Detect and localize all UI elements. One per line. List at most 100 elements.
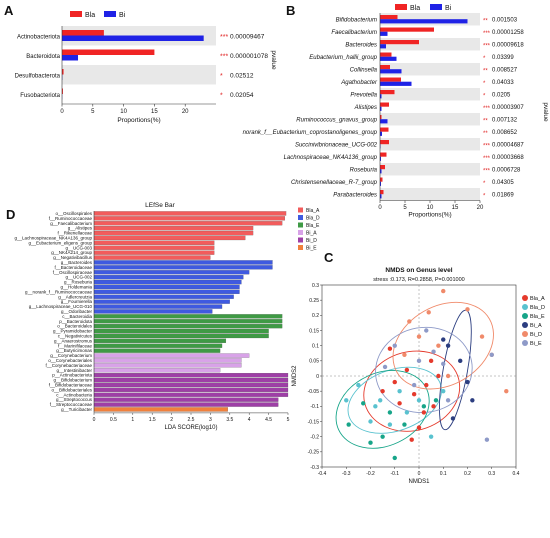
x-tick-label: 3.5 bbox=[226, 417, 233, 423]
category-label: Fusobacteriota bbox=[20, 93, 60, 99]
sample-point bbox=[446, 343, 450, 347]
legend-label-bla: Bla bbox=[410, 5, 420, 12]
pvalue-label: 0.00001258 bbox=[492, 30, 524, 36]
significance-stars: ** bbox=[483, 68, 488, 74]
panel-letter-b: B bbox=[286, 3, 295, 18]
row-band bbox=[380, 163, 480, 176]
sample-point bbox=[446, 398, 450, 402]
nmds-subtitle: stress :0.173, R=0.2858, P=0.001000 bbox=[373, 277, 464, 283]
sample-point bbox=[424, 328, 428, 332]
bar-bi bbox=[380, 82, 412, 86]
sample-point bbox=[356, 383, 360, 387]
lda-bar bbox=[94, 280, 241, 284]
x-tick-label: 0.2 bbox=[464, 471, 471, 477]
lda-bar bbox=[94, 236, 245, 240]
lda-bar bbox=[94, 388, 288, 392]
legend-swatch bbox=[298, 230, 303, 235]
x-tick-label: 15 bbox=[452, 205, 459, 211]
lda-bar bbox=[94, 231, 253, 235]
sample-point bbox=[429, 359, 433, 363]
sample-point bbox=[424, 383, 428, 387]
y-tick-label: 0.25 bbox=[309, 298, 319, 304]
x-tick-label: 20 bbox=[477, 205, 484, 211]
bar-bla bbox=[380, 165, 385, 169]
sample-point bbox=[344, 398, 348, 402]
sample-point bbox=[429, 434, 433, 438]
x-tick-label: 0.3 bbox=[488, 471, 495, 477]
lda-bar bbox=[94, 241, 214, 245]
legend-swatch-bla bbox=[70, 11, 82, 17]
sample-point bbox=[393, 380, 397, 384]
x-tick-label: 4 bbox=[248, 417, 251, 423]
legend-label: Bla_E bbox=[306, 223, 320, 229]
sample-point bbox=[373, 404, 377, 408]
lda-bar bbox=[94, 256, 210, 260]
category-label: Christensenellaceae_R-7_group bbox=[291, 180, 378, 186]
x-tick-label: 20 bbox=[182, 109, 189, 115]
lda-bar bbox=[94, 300, 230, 304]
sample-point bbox=[451, 416, 455, 420]
sample-point bbox=[361, 401, 365, 405]
lda-bar bbox=[94, 270, 249, 274]
y-tick-label: 0.05 bbox=[309, 359, 319, 365]
bar-bi bbox=[380, 32, 388, 36]
lda-bar bbox=[94, 251, 214, 255]
sample-point bbox=[397, 389, 401, 393]
sample-point bbox=[441, 389, 445, 393]
x-tick-label: 10 bbox=[120, 109, 127, 115]
row-band bbox=[380, 88, 480, 101]
nmds-title: NMDS on Genus level bbox=[385, 267, 452, 274]
sample-point bbox=[441, 337, 445, 341]
lda-bar bbox=[94, 314, 282, 318]
category-label: Actinobacteriota bbox=[17, 34, 61, 40]
pvalue-label: 0.00003668 bbox=[492, 155, 524, 161]
category-label: Bacteroidota bbox=[26, 54, 60, 60]
bar-bla bbox=[380, 15, 398, 19]
row-band bbox=[62, 65, 216, 85]
sample-point bbox=[485, 438, 489, 442]
lda-bar bbox=[94, 398, 278, 402]
legend-label: Bla_D bbox=[306, 216, 320, 222]
taxon-label: g__Turicibacter bbox=[61, 407, 92, 412]
bar-bla bbox=[380, 190, 384, 194]
sample-point bbox=[402, 353, 406, 357]
legend-label: Bi_D bbox=[530, 332, 542, 338]
pvalue-label: 0.03399 bbox=[492, 55, 514, 61]
sample-point bbox=[397, 401, 401, 405]
lda-bar bbox=[94, 363, 241, 367]
pvalue-label: 0.008527 bbox=[492, 67, 518, 73]
lda-bar bbox=[94, 383, 288, 387]
legend-swatch-bi bbox=[430, 4, 442, 10]
sample-point bbox=[422, 404, 426, 408]
legend-label: Bi_A bbox=[306, 231, 317, 237]
significance-stars: * bbox=[483, 56, 486, 62]
significance-stars: * bbox=[220, 92, 223, 99]
x-tick-label: 1.5 bbox=[149, 417, 156, 423]
sample-point bbox=[417, 398, 421, 402]
sample-point bbox=[412, 383, 416, 387]
significance-stars: * bbox=[483, 93, 486, 99]
sample-point bbox=[436, 343, 440, 347]
sample-point bbox=[417, 359, 421, 363]
sample-point bbox=[417, 334, 421, 338]
y-tick-label: -0.1 bbox=[310, 404, 319, 410]
category-label: Roseburia bbox=[350, 167, 378, 173]
bar-bla bbox=[380, 153, 387, 157]
lda-bar bbox=[94, 319, 282, 323]
category-label: Prevotella bbox=[350, 92, 377, 98]
x-axis-label: NMDS1 bbox=[408, 479, 430, 485]
lefse-title: LEfSe Bar bbox=[145, 202, 175, 209]
sample-point bbox=[388, 347, 392, 351]
sample-point bbox=[368, 419, 372, 423]
legend-label-bla: Bla bbox=[85, 12, 95, 19]
bar-bla bbox=[380, 40, 419, 44]
sample-point bbox=[410, 438, 414, 442]
significance-stars: * bbox=[483, 193, 486, 199]
lda-bar bbox=[94, 290, 240, 294]
bar-bla bbox=[380, 65, 390, 69]
sample-point bbox=[405, 368, 409, 372]
x-tick-label: 0.4 bbox=[513, 471, 520, 477]
x-tick-label: 0.5 bbox=[110, 417, 117, 423]
